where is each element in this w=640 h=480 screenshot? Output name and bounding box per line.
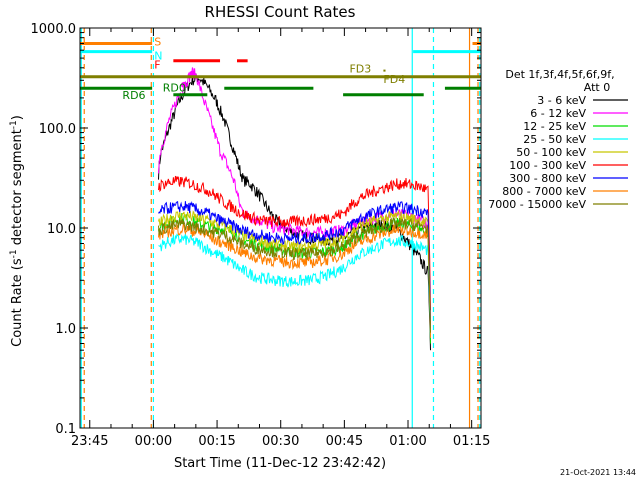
flag-label-fd3: FD3 — [349, 62, 371, 75]
y-axis-label-exponent-2: -1 — [9, 120, 19, 129]
x-tick-label-7: 01:15 — [453, 434, 490, 449]
y-tick-label-5: 1000.0 — [31, 22, 77, 37]
flag-label-f: F — [154, 59, 160, 72]
x-axis-label: Start Time (11-Dec-12 23:42:42) — [174, 456, 386, 471]
x-tick-label-4: 00:30 — [262, 434, 299, 449]
series-line-6 — [158, 175, 431, 311]
legend-label-4: 25 - 50 keV — [523, 133, 586, 146]
peak-marker-1 — [180, 81, 187, 88]
legend-label-1: 3 - 6 keV — [537, 94, 586, 107]
legend-header-line-2: Att 0 — [584, 81, 610, 94]
footer-timestamp: 21-Oct-2021 13:44 — [560, 468, 636, 477]
y-axis: 0.1 1.0 10.0 100.0 1000.0 — [31, 22, 481, 437]
x-tick-label-6: 01:00 — [389, 434, 426, 449]
legend-label-7: 300 - 800 keV — [509, 172, 586, 185]
legend-label-8: 800 - 7000 keV — [502, 185, 586, 198]
x-tick-label-3: 00:15 — [198, 434, 235, 449]
series-line-5 — [158, 209, 431, 329]
series-lines — [158, 67, 431, 351]
legend-label-9: 7000 - 15000 keV — [488, 198, 586, 211]
legend-label-5: 50 - 100 keV — [516, 146, 586, 159]
peak-marker-2 — [189, 70, 196, 77]
flag-bars: SNF FD3 FD4 RD0 RD6 — [80, 36, 481, 102]
flag-label-rd0: RD0 — [163, 81, 186, 94]
x-tick-label-2: 00:00 — [135, 434, 172, 449]
y-axis-label: Count Rate (s-1 detector segment-1) — [9, 115, 25, 347]
series-line-7 — [158, 200, 431, 329]
y-axis-label-part-1: Count Rate (s — [10, 258, 25, 347]
legend-label-2: 6 - 12 keV — [530, 107, 586, 120]
y-axis-label-part-3: ) — [10, 115, 25, 120]
y-tick-label-3: 10.0 — [47, 222, 76, 237]
series-line-9 — [158, 217, 431, 333]
legend-label-3: 12 - 25 keV — [523, 120, 586, 133]
y-tick-label-4: 100.0 — [39, 122, 76, 137]
series-line-8 — [158, 223, 431, 338]
flag-label-n: N — [154, 50, 162, 63]
y-tick-label-2: 1.0 — [55, 322, 76, 337]
x-tick-label-1: 23:45 — [71, 434, 108, 449]
chart-title: RHESSI Count Rates — [205, 3, 356, 21]
x-tick-label-5: 00:45 — [326, 434, 363, 449]
flag-label-rd6: RD6 — [122, 89, 145, 102]
y-axis-label-exponent-1: -1 — [9, 249, 19, 258]
legend-label-6: 100 - 300 keV — [509, 159, 586, 172]
x-axis: 23:45 00:00 00:15 00:30 00:45 01:00 01:15 — [71, 28, 490, 449]
series-line-4 — [158, 233, 431, 338]
legend-header-line-1: Det 1f,3f,4f,5f,6f,9f, — [505, 68, 614, 81]
legend: Det 1f,3f,4f,5f,6f,9f, Att 0 3 - 6 keV6 … — [488, 68, 628, 211]
flag-label-fd4: FD4 — [383, 73, 405, 86]
y-axis-label-part-2: detector segment — [10, 129, 25, 249]
peak-markers — [180, 70, 196, 88]
y-tick-label-1: 0.1 — [55, 422, 76, 437]
plot-area: SNF FD3 FD4 RD0 RD6 — [80, 28, 481, 428]
flag-label-s: S — [154, 36, 161, 49]
